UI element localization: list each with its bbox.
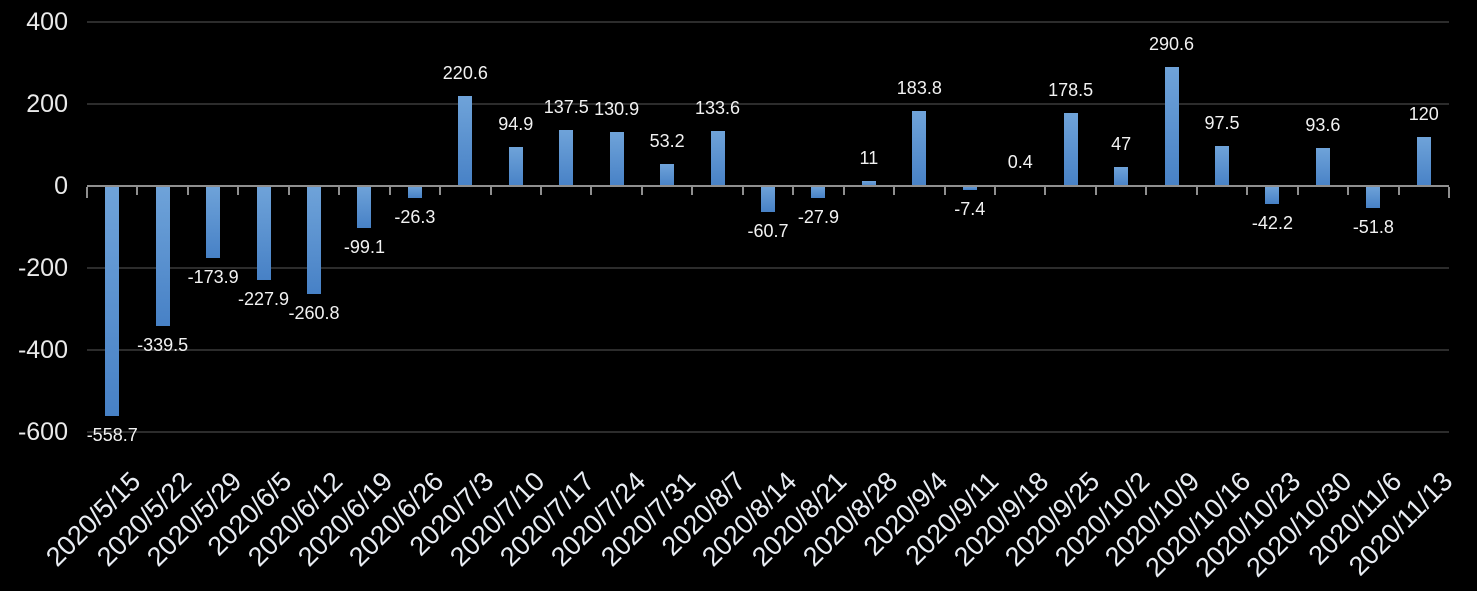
bar-data-label: 53.2 [649,131,685,152]
bar-data-label: 47 [1111,133,1132,154]
axis-tick-mark [1145,187,1148,195]
y-axis-tick-label: 0 [54,172,68,200]
bar[interactable] [307,186,321,294]
bar[interactable] [1215,146,1229,187]
bar[interactable] [660,164,675,187]
bar-data-label: 220.6 [442,62,488,83]
bar-data-label: -227.9 [238,289,290,310]
bar-data-label: 137.5 [543,96,589,117]
bar-data-label: 290.6 [1149,33,1195,54]
bar[interactable] [710,131,725,187]
axis-tick-mark [1195,187,1198,195]
bar[interactable] [1114,166,1129,187]
axis-tick-mark [1246,187,1249,195]
bar[interactable] [559,129,574,187]
bar-data-label: 94.9 [498,114,534,135]
bar[interactable] [1164,66,1179,187]
bar[interactable] [105,186,120,417]
gridline [87,267,1449,269]
bar-data-label: -26.3 [394,206,436,227]
axis-tick-mark [136,187,139,195]
axis-tick-mark [1448,187,1450,198]
bar-data-label: -7.4 [954,199,986,220]
bar[interactable] [1416,136,1431,187]
axis-tick-mark [186,187,189,195]
bar[interactable] [1366,186,1381,209]
bar-data-label: 183.8 [896,77,942,98]
y-axis-tick-label: 200 [26,90,68,118]
bar[interactable] [1265,186,1280,205]
axis-tick-mark [640,187,643,195]
bar[interactable] [206,186,221,259]
bar[interactable] [761,186,775,212]
bar-data-label: 133.6 [695,98,741,119]
bar-data-label: 97.5 [1204,113,1240,134]
bar[interactable] [609,132,624,187]
bar[interactable] [912,110,927,187]
bar[interactable] [407,186,422,198]
bar-data-label: -60.7 [747,220,789,241]
bar[interactable] [256,186,271,281]
bar-data-label: -27.9 [797,207,839,228]
axis-tick-mark [1044,187,1047,195]
bar[interactable] [508,147,523,187]
y-axis-tick-label: -600 [17,418,68,446]
axis-tick-mark [842,187,845,195]
axis-tick-mark [741,187,744,195]
bar-data-label: -51.8 [1352,217,1394,238]
bar[interactable] [357,186,372,228]
axis-tick-mark [388,187,391,195]
bar[interactable] [962,186,977,191]
gridline [87,103,1449,105]
bar[interactable] [861,181,876,187]
y-axis-tick-label: -400 [17,336,68,364]
axis-tick-mark [1397,187,1400,195]
axis-tick-mark [792,187,795,195]
bar[interactable] [155,186,170,327]
gridline [87,21,1449,23]
axis-tick-mark [338,187,341,195]
gridline [87,431,1449,433]
axis-tick-mark [1094,187,1097,195]
axis-tick-mark [590,187,593,195]
bar-data-label: 0.4 [1007,152,1033,172]
gridline [87,349,1449,351]
axis-tick-mark [86,187,88,198]
axis-tick-mark [994,187,996,195]
bar-data-label: 11 [859,148,879,169]
axis-tick-mark [893,187,896,195]
axis-tick-mark [237,187,240,195]
bar-data-label: 178.5 [1048,79,1094,100]
axis-tick-mark [540,187,542,195]
axis-tick-mark [439,187,442,195]
bar-data-label: -42.2 [1251,213,1293,234]
bar-data-label: -558.7 [86,425,138,446]
bar[interactable] [1063,112,1078,187]
bar[interactable] [1315,147,1330,187]
axis-tick-mark [1296,187,1299,195]
bar-data-label: -99.1 [343,236,385,257]
bar-data-label: 130.9 [594,99,640,120]
axis-tick-mark [691,187,694,195]
bar-data-label: 120 [1408,103,1439,124]
bar[interactable] [811,186,826,199]
y-axis-tick-label: -200 [17,254,68,282]
axis-tick-mark [489,187,492,195]
bar-data-label: -173.9 [187,267,239,288]
axis-tick-mark [1347,187,1350,195]
x-axis-line [87,185,1449,187]
y-axis-tick-label: 400 [26,8,68,36]
bar-data-label: 93.6 [1305,114,1341,135]
axis-tick-mark [287,187,290,195]
bar[interactable] [458,95,473,187]
bar-data-label: -339.5 [137,335,189,356]
bar-data-label: -260.8 [288,302,340,323]
axis-tick-mark [943,187,946,195]
